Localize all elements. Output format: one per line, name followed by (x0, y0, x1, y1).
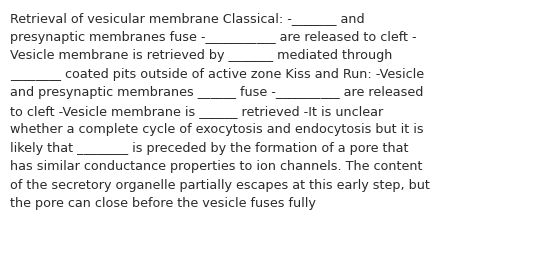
Text: Retrieval of vesicular membrane Classical: -_______ and
presynaptic membranes fu: Retrieval of vesicular membrane Classica… (10, 12, 430, 210)
